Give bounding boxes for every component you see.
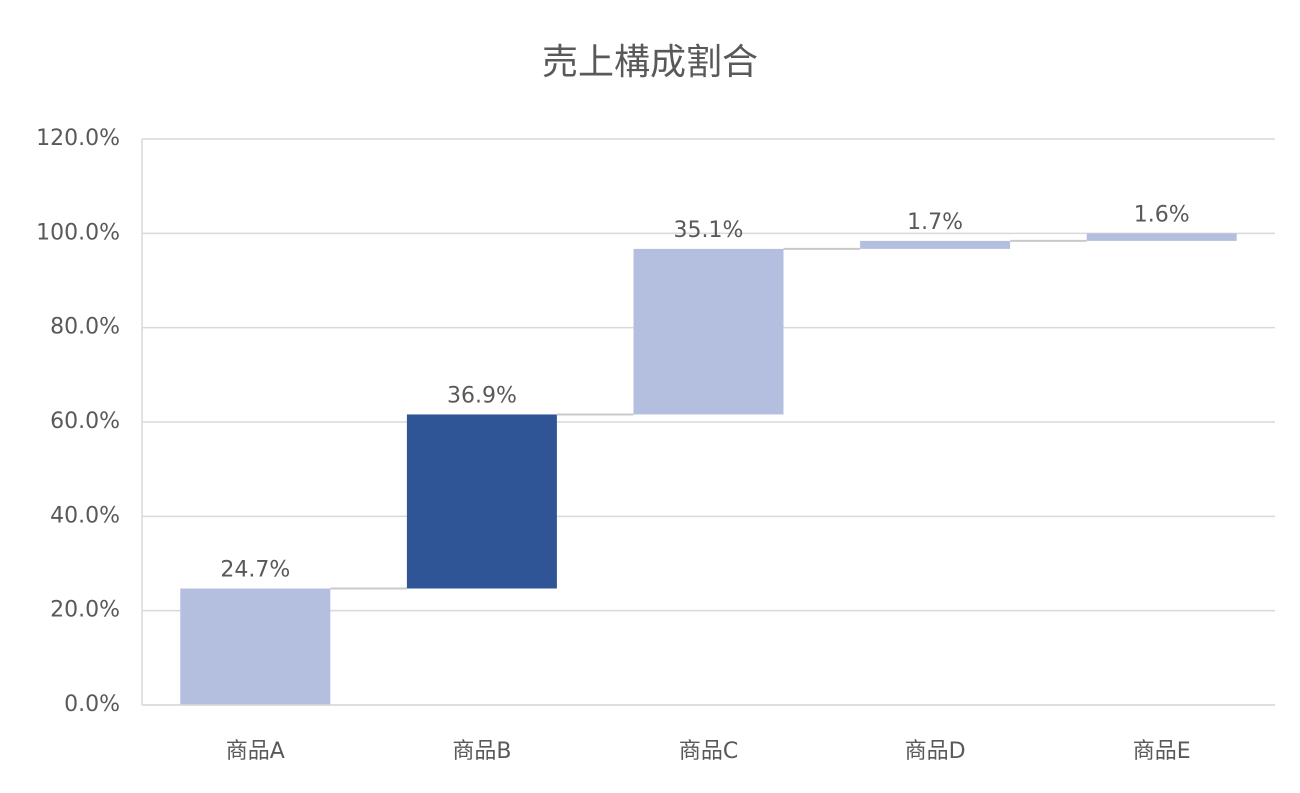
bar <box>860 240 1011 249</box>
value-label: 24.7% <box>220 557 290 582</box>
bar <box>633 248 784 415</box>
value-label: 36.9% <box>447 383 517 408</box>
y-tick-label: 40.0% <box>50 503 120 528</box>
y-tick-label: 20.0% <box>50 598 120 623</box>
x-tick-label: 商品E <box>1133 739 1191 764</box>
y-tick-label: 0.0% <box>64 692 120 717</box>
value-label: 35.1% <box>674 218 744 243</box>
bar <box>180 588 331 705</box>
x-tick-label: 商品A <box>226 739 285 764</box>
bar <box>1086 233 1237 241</box>
y-tick-label: 60.0% <box>50 409 120 434</box>
x-tick-label: 商品D <box>905 739 966 764</box>
y-tick-label: 80.0% <box>50 315 120 340</box>
x-tick-label: 商品B <box>452 739 511 764</box>
y-tick-label: 120.0% <box>36 126 120 151</box>
bar <box>406 414 557 589</box>
value-label: 1.7% <box>907 210 963 235</box>
value-label: 1.6% <box>1134 202 1190 227</box>
x-tick-label: 商品C <box>679 739 738 764</box>
chart-title: 売上構成割合 <box>542 42 758 83</box>
y-tick-label: 100.0% <box>36 220 120 245</box>
